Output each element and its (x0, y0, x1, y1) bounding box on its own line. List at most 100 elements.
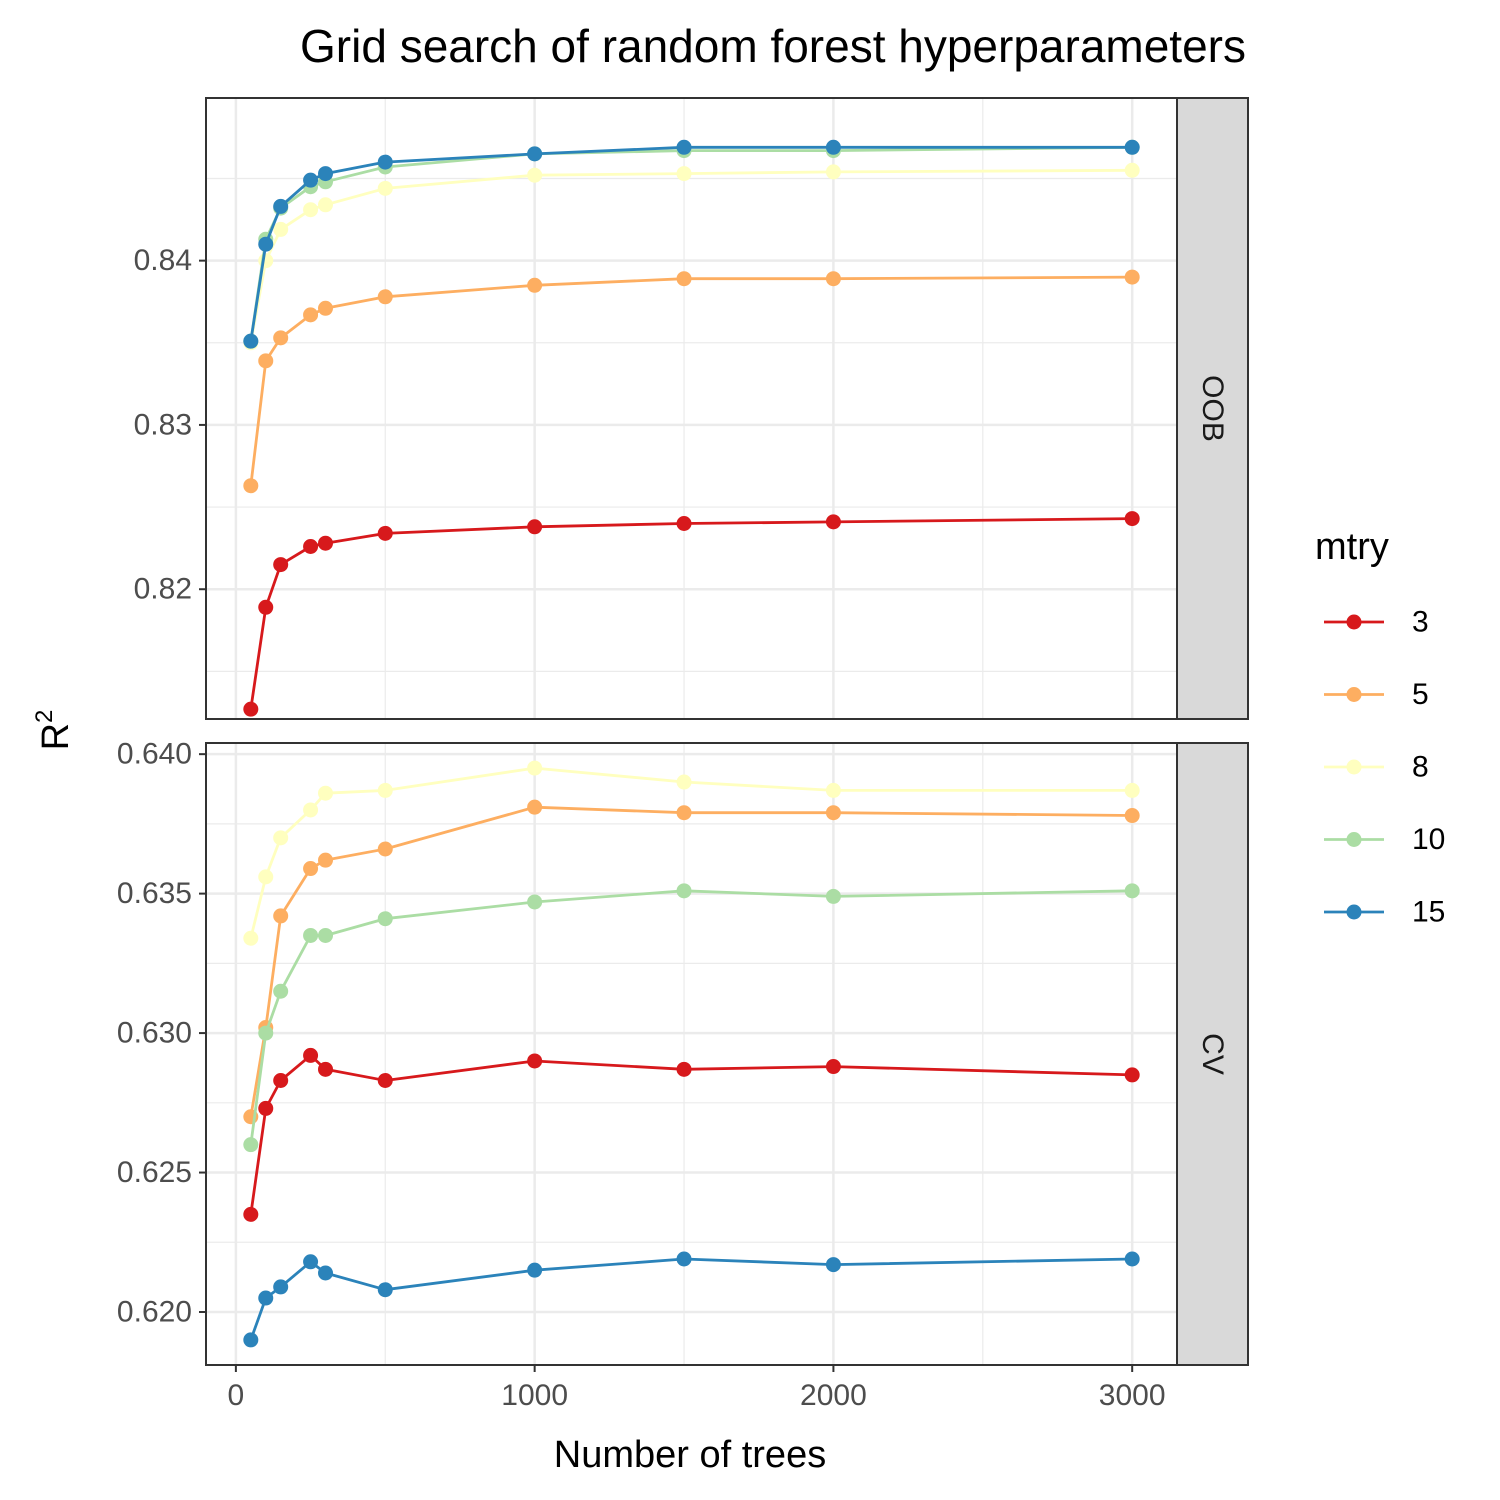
data-point (377, 841, 393, 857)
data-point (303, 307, 319, 323)
x-tick-label: 1000 (501, 1379, 568, 1412)
legend-title: mtry (1315, 526, 1389, 568)
x-tick-label: 0 (228, 1379, 245, 1412)
series-line (249, 1257, 1133, 1341)
data-point (243, 333, 259, 349)
data-point (303, 1254, 319, 1270)
panel-background (206, 98, 1177, 719)
data-point (377, 1282, 393, 1298)
strip-label: OOB (1196, 375, 1229, 442)
data-point (527, 277, 543, 293)
data-point (303, 1047, 319, 1063)
series-line (249, 517, 1133, 710)
x-axis-title: Number of trees (554, 1434, 826, 1476)
y-tick-label: 0.630 (117, 1017, 192, 1050)
data-point (318, 785, 334, 801)
data-point (377, 1072, 393, 1088)
data-point (258, 236, 274, 252)
data-point (258, 353, 274, 369)
y-tick-label: 0.83 (134, 408, 192, 441)
data-point (318, 927, 334, 943)
data-point (243, 1332, 259, 1348)
data-point (377, 289, 393, 305)
y-tick-label: 0.84 (134, 244, 192, 277)
data-point (825, 139, 841, 155)
data-point (303, 539, 319, 554)
y-tick-label: 0.625 (117, 1156, 192, 1189)
data-point (318, 1061, 334, 1077)
data-point (377, 154, 393, 170)
data-point (825, 514, 841, 530)
data-point (377, 782, 393, 798)
series-line (249, 805, 1133, 1118)
data-point (676, 166, 692, 182)
legend-key-point (1346, 904, 1362, 920)
legend-key-point (1346, 759, 1362, 775)
series-line (249, 1054, 1133, 1215)
strip-background (1176, 742, 1249, 1366)
y-axis-title-text: R (35, 723, 77, 750)
data-point (377, 911, 393, 927)
data-point (676, 1251, 692, 1267)
data-point (258, 599, 274, 615)
data-point (676, 1061, 692, 1077)
data-point (1124, 883, 1140, 899)
data-point (676, 805, 692, 821)
data-point (303, 172, 319, 188)
panel-oob: OOB 0.82 0.83 0.84 (134, 97, 1249, 720)
x-tick-label: 3000 (1099, 1379, 1166, 1412)
series-line (249, 889, 1133, 1145)
data-point (273, 908, 289, 924)
data-point (273, 1072, 289, 1088)
data-point (318, 535, 334, 551)
data-point (527, 519, 543, 535)
strip-background (1176, 97, 1249, 720)
panel-background (206, 743, 1177, 1365)
y-tick-label: 0.82 (134, 573, 192, 606)
data-point (527, 1262, 543, 1278)
data-point (273, 1279, 289, 1295)
data-point (1124, 808, 1140, 824)
y-axis-title-superscript: 2 (31, 710, 58, 723)
strip-label: CV (1196, 1033, 1229, 1075)
y-axis-title: R2 (31, 710, 77, 751)
data-point (303, 202, 319, 218)
data-point (825, 164, 841, 180)
legend-item-5: 5 (1324, 678, 1429, 711)
x-tick-label: 2000 (800, 1379, 867, 1412)
series-8 (243, 760, 1140, 946)
data-point (318, 852, 334, 868)
data-point (825, 271, 841, 287)
series-10 (243, 883, 1140, 1153)
svg-text:R2: R2 (31, 710, 77, 751)
data-point (527, 146, 543, 162)
legend-item-8: 8 (1324, 751, 1429, 784)
data-point (527, 894, 543, 910)
data-point (243, 930, 259, 946)
data-point (1124, 782, 1140, 798)
data-point (676, 271, 692, 287)
data-point (273, 830, 289, 846)
data-point (303, 861, 319, 877)
data-point (243, 701, 259, 717)
data-point (273, 221, 289, 237)
data-point (273, 557, 289, 573)
series-3 (243, 511, 1140, 717)
series-line (249, 168, 1133, 344)
legend-label: 15 (1412, 896, 1445, 929)
legend-item-15: 15 (1324, 896, 1445, 929)
chart-title: Grid search of random forest hyperparame… (300, 20, 1246, 72)
data-point (527, 1053, 543, 1069)
legend-item-3: 3 (1324, 606, 1429, 639)
y-tick-label: 0.635 (117, 877, 192, 910)
legend-item-10: 10 (1324, 823, 1445, 856)
data-point (243, 478, 259, 494)
legend-key-point (1346, 687, 1362, 702)
data-point (1124, 1067, 1140, 1083)
data-point (273, 983, 289, 999)
y-tick-label: 0.640 (117, 738, 192, 771)
data-point (303, 802, 319, 818)
series-15 (243, 1251, 1140, 1348)
legend-key-point (1346, 614, 1362, 630)
